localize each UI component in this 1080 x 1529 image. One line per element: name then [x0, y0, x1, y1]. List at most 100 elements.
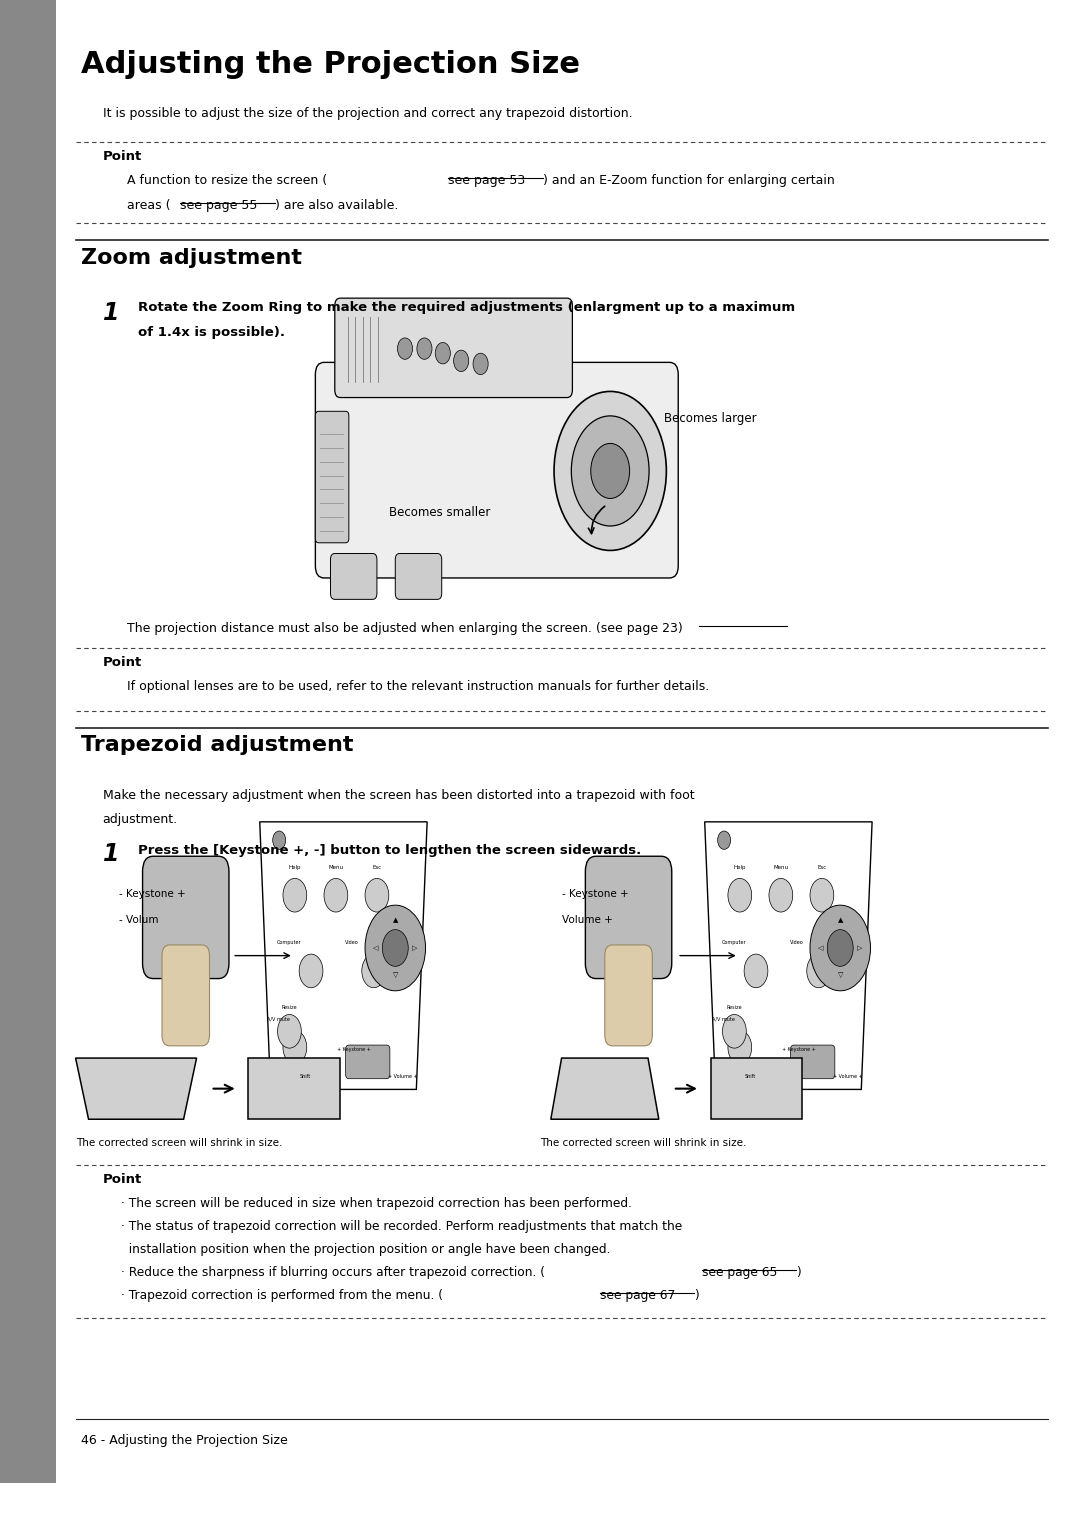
Text: + Volume +: + Volume +: [833, 1073, 863, 1079]
Text: + Keystone +: + Keystone +: [337, 1046, 372, 1052]
Text: ▽: ▽: [838, 972, 842, 979]
FancyBboxPatch shape: [315, 411, 349, 543]
FancyBboxPatch shape: [605, 945, 652, 1046]
Text: + Volume +: + Volume +: [388, 1073, 418, 1079]
Text: Esc: Esc: [373, 864, 381, 870]
Text: Volume +: Volume +: [562, 916, 612, 925]
Circle shape: [365, 878, 389, 911]
Text: - Keystone +: - Keystone +: [562, 890, 629, 899]
FancyBboxPatch shape: [346, 1046, 390, 1079]
Text: 46 - Adjusting the Projection Size: 46 - Adjusting the Projection Size: [81, 1434, 287, 1448]
Text: Shift: Shift: [300, 1073, 311, 1079]
Text: 1: 1: [103, 842, 119, 867]
Circle shape: [278, 1015, 301, 1049]
Circle shape: [810, 905, 870, 991]
Text: areas (: areas (: [127, 199, 171, 213]
Text: · Reduce the sharpness if blurring occurs after trapezoid correction. (: · Reduce the sharpness if blurring occur…: [121, 1266, 545, 1280]
Circle shape: [810, 878, 834, 911]
Circle shape: [283, 878, 307, 911]
Text: Help: Help: [733, 864, 746, 870]
Circle shape: [365, 905, 426, 991]
Text: Becomes smaller: Becomes smaller: [389, 506, 490, 518]
Text: ): ): [796, 1266, 800, 1280]
Circle shape: [454, 350, 469, 372]
Text: - Keystone +: - Keystone +: [119, 890, 186, 899]
Text: The projection distance must also be adjusted when enlarging the screen. (see pa: The projection distance must also be adj…: [127, 622, 684, 636]
Bar: [248, 1058, 340, 1119]
Text: The corrected screen will shrink in size.: The corrected screen will shrink in size…: [540, 1138, 746, 1148]
Circle shape: [827, 930, 853, 966]
Text: ) and an E-Zoom function for enlarging certain: ) and an E-Zoom function for enlarging c…: [543, 174, 835, 188]
Polygon shape: [76, 1058, 197, 1119]
Text: Computer: Computer: [723, 940, 746, 945]
Circle shape: [728, 878, 752, 911]
Polygon shape: [704, 823, 873, 1089]
Text: Zoom adjustment: Zoom adjustment: [81, 248, 302, 268]
Circle shape: [744, 954, 768, 988]
Circle shape: [728, 1031, 752, 1064]
Circle shape: [435, 342, 450, 364]
Text: Trapezoid adjustment: Trapezoid adjustment: [81, 735, 353, 755]
Text: Video: Video: [346, 940, 359, 945]
Text: The corrected screen will shrink in size.: The corrected screen will shrink in size…: [76, 1138, 282, 1148]
Circle shape: [417, 338, 432, 359]
Circle shape: [283, 1031, 307, 1064]
Text: ▷: ▷: [858, 945, 862, 951]
Polygon shape: [551, 1058, 659, 1119]
Text: Adjusting the Projection Size: Adjusting the Projection Size: [81, 50, 580, 80]
Text: ◁: ◁: [374, 945, 378, 951]
Text: It is possible to adjust the size of the projection and correct any trapezoid di: It is possible to adjust the size of the…: [103, 107, 632, 121]
Text: ◁: ◁: [819, 945, 823, 951]
Text: ▲: ▲: [393, 917, 397, 924]
Text: Resize: Resize: [727, 1006, 742, 1011]
Text: Point: Point: [103, 1173, 141, 1187]
Bar: [711, 1058, 802, 1119]
Text: installation position when the projection position or angle have been changed.: installation position when the projectio…: [121, 1243, 610, 1257]
Bar: [0, 0, 56, 1483]
Text: · The status of trapezoid correction will be recorded. Perform readjustments tha: · The status of trapezoid correction wil…: [121, 1220, 683, 1234]
Text: · Trapezoid correction is performed from the menu. (: · Trapezoid correction is performed from…: [121, 1289, 443, 1303]
Circle shape: [769, 878, 793, 911]
Text: ): ): [694, 1289, 699, 1303]
Circle shape: [473, 353, 488, 375]
Text: Rotate the Zoom Ring to make the required adjustments (enlargment up to a maximu: Rotate the Zoom Ring to make the require…: [138, 301, 795, 315]
Polygon shape: [260, 823, 428, 1089]
Text: - Volum: - Volum: [119, 916, 159, 925]
Text: see page 65: see page 65: [702, 1266, 778, 1280]
Text: Make the necessary adjustment when the screen has been distorted into a trapezoi: Make the necessary adjustment when the s…: [103, 789, 694, 803]
Text: A/V mute: A/V mute: [712, 1017, 735, 1021]
Text: If optional lenses are to be used, refer to the relevant instruction manuals for: If optional lenses are to be used, refer…: [127, 680, 710, 694]
Text: ) are also available.: ) are also available.: [275, 199, 399, 213]
Text: Computer: Computer: [278, 940, 301, 945]
Text: Resize: Resize: [282, 1006, 297, 1011]
Text: A function to resize the screen (: A function to resize the screen (: [127, 174, 327, 188]
Circle shape: [723, 1015, 746, 1049]
FancyBboxPatch shape: [335, 298, 572, 398]
Text: see page 55: see page 55: [180, 199, 258, 213]
Text: ▽: ▽: [393, 972, 397, 979]
Text: Esc: Esc: [818, 864, 826, 870]
FancyBboxPatch shape: [395, 553, 442, 599]
FancyBboxPatch shape: [791, 1046, 835, 1079]
Text: Menu: Menu: [328, 864, 343, 870]
Text: 1: 1: [103, 301, 119, 326]
Text: see page 53: see page 53: [448, 174, 526, 188]
Text: ▲: ▲: [838, 917, 842, 924]
Text: see page 67: see page 67: [600, 1289, 676, 1303]
FancyBboxPatch shape: [162, 945, 210, 1046]
FancyBboxPatch shape: [330, 553, 377, 599]
Circle shape: [717, 830, 730, 849]
Text: ▷: ▷: [413, 945, 417, 951]
Text: Help: Help: [288, 864, 301, 870]
Circle shape: [397, 338, 413, 359]
Text: Press the [Keystone +, -] button to lengthen the screen sidewards.: Press the [Keystone +, -] button to leng…: [138, 844, 642, 858]
Text: · The screen will be reduced in size when trapezoid correction has been performe: · The screen will be reduced in size whe…: [121, 1197, 632, 1211]
Circle shape: [591, 443, 630, 498]
Text: Shift: Shift: [745, 1073, 756, 1079]
Circle shape: [571, 416, 649, 526]
Text: + Keystone +: + Keystone +: [782, 1046, 816, 1052]
Text: adjustment.: adjustment.: [103, 813, 178, 827]
FancyBboxPatch shape: [585, 856, 672, 979]
FancyBboxPatch shape: [315, 362, 678, 578]
Text: Menu: Menu: [773, 864, 788, 870]
